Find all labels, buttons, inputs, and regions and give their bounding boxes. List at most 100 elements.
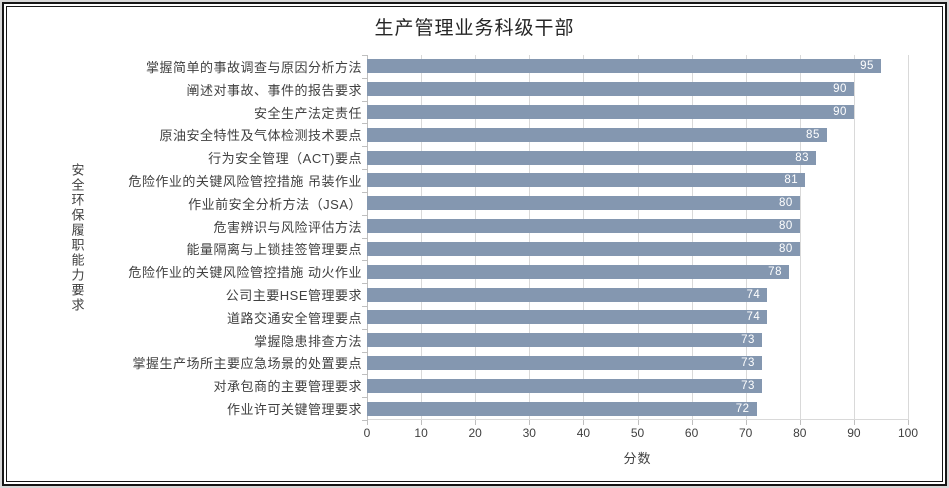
gridline [908,55,909,420]
category-label: 能量隔离与上锁挂签管理要点 [186,242,362,258]
bar: 80 [367,241,800,256]
x-tick-label: 100 [897,426,919,440]
x-axis-tick-labels: 0 10 20 30 40 50 60 70 80 90 100 [363,426,918,441]
bar-value-label: 73 [741,379,755,392]
category-tick-mark [362,374,367,376]
x-tick-label: 80 [793,426,807,440]
bar: 81 [367,173,806,188]
category-tick-mark [362,351,367,353]
gridline [691,55,693,420]
bar: 85 [367,127,827,142]
gridline [421,55,423,420]
bar-value-label: 90 [833,106,847,119]
category-tick-mark [362,100,367,102]
x-tick-mark [529,420,531,425]
bar: 74 [367,287,768,302]
category-tick-mark [362,123,367,125]
x-axis-title: 分数 [623,451,652,466]
x-tick-mark [583,420,585,425]
bar: 73 [367,355,762,370]
plot-area: 95 90 90 85 83 81 80 80 80 78 74 74 73 73 73 72 [362,55,909,425]
category-label: 公司主要HSE管理要求 [225,288,362,304]
category-tick-mark [362,191,367,193]
bar-value-label: 73 [741,356,755,369]
bar-value-label: 74 [746,311,761,324]
category-tick-mark [362,328,367,330]
x-tick-label: 30 [522,426,536,440]
category-tick-mark [362,146,367,148]
x-tick-label: 70 [739,426,753,440]
bar: 90 [367,82,854,97]
bar-value-label: 90 [833,83,847,96]
bar: 90 [367,105,854,120]
bar: 78 [367,264,789,279]
bar: 73 [367,378,762,393]
y-axis-title: 安全环保履职能力要求 [69,162,85,313]
bar: 83 [367,150,817,165]
x-tick-mark [908,420,909,425]
category-tick-mark [362,237,367,239]
category-label: 危险作业的关键风险管控措施 吊装作业 [128,173,362,189]
x-tick-mark [853,420,855,425]
bar-value-label: 81 [784,174,799,187]
x-tick-label: 10 [414,426,428,440]
chart-title: 生产管理业务科级干部 [374,18,575,39]
category-label: 道路交通安全管理要点 [226,310,362,326]
bar-value-label: 83 [795,151,810,164]
category-tick-mark [362,397,367,399]
category-label: 危害辨识与风险评估方法 [213,219,362,235]
category-tick-mark [362,214,367,216]
bar: 74 [367,310,768,325]
bar-value-label: 95 [860,60,874,73]
category-label: 安全生产法定责任 [253,105,362,121]
gridline [475,55,477,420]
category-label: 危险作业的关键风险管控措施 动火作业 [128,265,362,281]
bar: 95 [367,59,881,74]
category-tick-mark [362,77,367,79]
category-label: 掌握简单的事故调查与原因分析方法 [145,59,362,75]
x-tick-mark [745,420,747,425]
category-tick-mark [362,283,367,285]
bar-value-label: 80 [779,220,793,233]
category-tick-mark [362,55,367,56]
bar-value-label: 85 [806,128,820,141]
x-tick-mark [475,420,477,425]
gridline [637,55,639,420]
bar-value-label: 80 [779,242,793,255]
bar-value-label: 72 [735,402,750,415]
gridline [745,55,747,420]
category-axis-labels: 掌握简单的事故调查与原因分析方法阐述对事故、事件的报告要求安全生产法定责任原油安… [90,55,362,420]
x-tick-mark [421,420,423,425]
x-tick-mark [691,420,693,425]
bar-value-label: 80 [779,197,793,210]
x-tick-label: 40 [576,426,591,440]
bar-value-label: 73 [741,334,755,347]
category-label: 作业许可关键管理要求 [226,402,362,418]
x-tick-label: 90 [847,426,861,440]
bar-value-label: 74 [746,288,761,301]
x-tick-label: 20 [468,426,482,440]
bar: 80 [367,196,800,211]
x-tick-mark [637,420,639,425]
category-label: 对承包商的主要管理要求 [213,379,362,395]
category-label: 掌握生产场所主要应急场景的处置要点 [132,356,362,372]
x-tick-label: 0 [363,426,371,440]
category-tick-mark [362,260,367,262]
x-tick-label: 60 [684,426,699,440]
category-label: 作业前安全分析方法（JSA） [188,196,362,212]
y-axis-line [367,55,368,420]
bar: 73 [367,333,762,348]
category-label: 阐述对事故、事件的报告要求 [186,82,362,98]
x-axis-line [367,419,908,420]
category-tick-mark [362,305,367,307]
category-label: 原油安全特性及气体检测技术要点 [159,128,362,144]
gridline [853,55,855,420]
bar-value-label: 78 [768,265,782,278]
x-tick-mark [367,420,368,425]
category-label: 行为安全管理（ACT)要点 [208,151,362,167]
x-tick-mark [799,420,801,425]
gridline [583,55,585,420]
bar: 72 [367,401,757,416]
category-label: 掌握隐患排查方法 [253,333,362,349]
